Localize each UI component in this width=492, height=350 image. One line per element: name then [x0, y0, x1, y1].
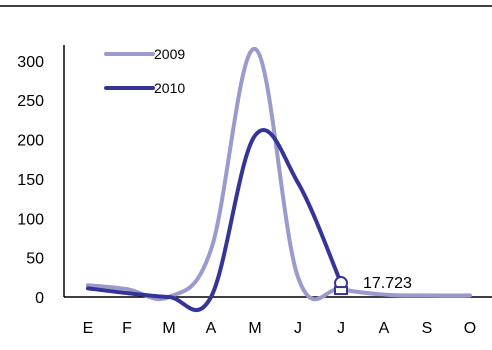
y-tick-label: 0: [35, 290, 44, 307]
x-tick-label: O: [464, 320, 476, 337]
x-tick-label: S: [422, 320, 433, 337]
y-tick-label: 200: [17, 133, 44, 150]
x-tick-label: F: [122, 320, 132, 337]
legend-label: 2009: [154, 46, 185, 62]
data-label: 17.723: [363, 275, 412, 292]
legend: 2009 2010: [106, 46, 185, 96]
x-tick-label: M: [248, 320, 261, 337]
annotation: 17.723: [335, 275, 412, 294]
x-tick-label: J: [294, 320, 302, 337]
y-tick-label: 250: [17, 93, 44, 110]
x-tick-label: M: [162, 320, 175, 337]
x-tick-label: E: [83, 320, 94, 337]
legend-label: 2010: [154, 80, 185, 96]
y-tick-label: 150: [17, 172, 44, 189]
x-tick-label: A: [379, 320, 390, 337]
y-tick-label: 300: [17, 54, 44, 71]
y-axis: 0 50 100 150 200 250 300: [17, 45, 64, 307]
y-tick-label: 50: [26, 251, 44, 268]
y-tick-label: 100: [17, 211, 44, 228]
x-tick-label: A: [206, 320, 217, 337]
x-tick-label: J: [337, 320, 345, 337]
series-line-2010: [88, 130, 341, 310]
annotation-marker-box: [335, 287, 347, 294]
